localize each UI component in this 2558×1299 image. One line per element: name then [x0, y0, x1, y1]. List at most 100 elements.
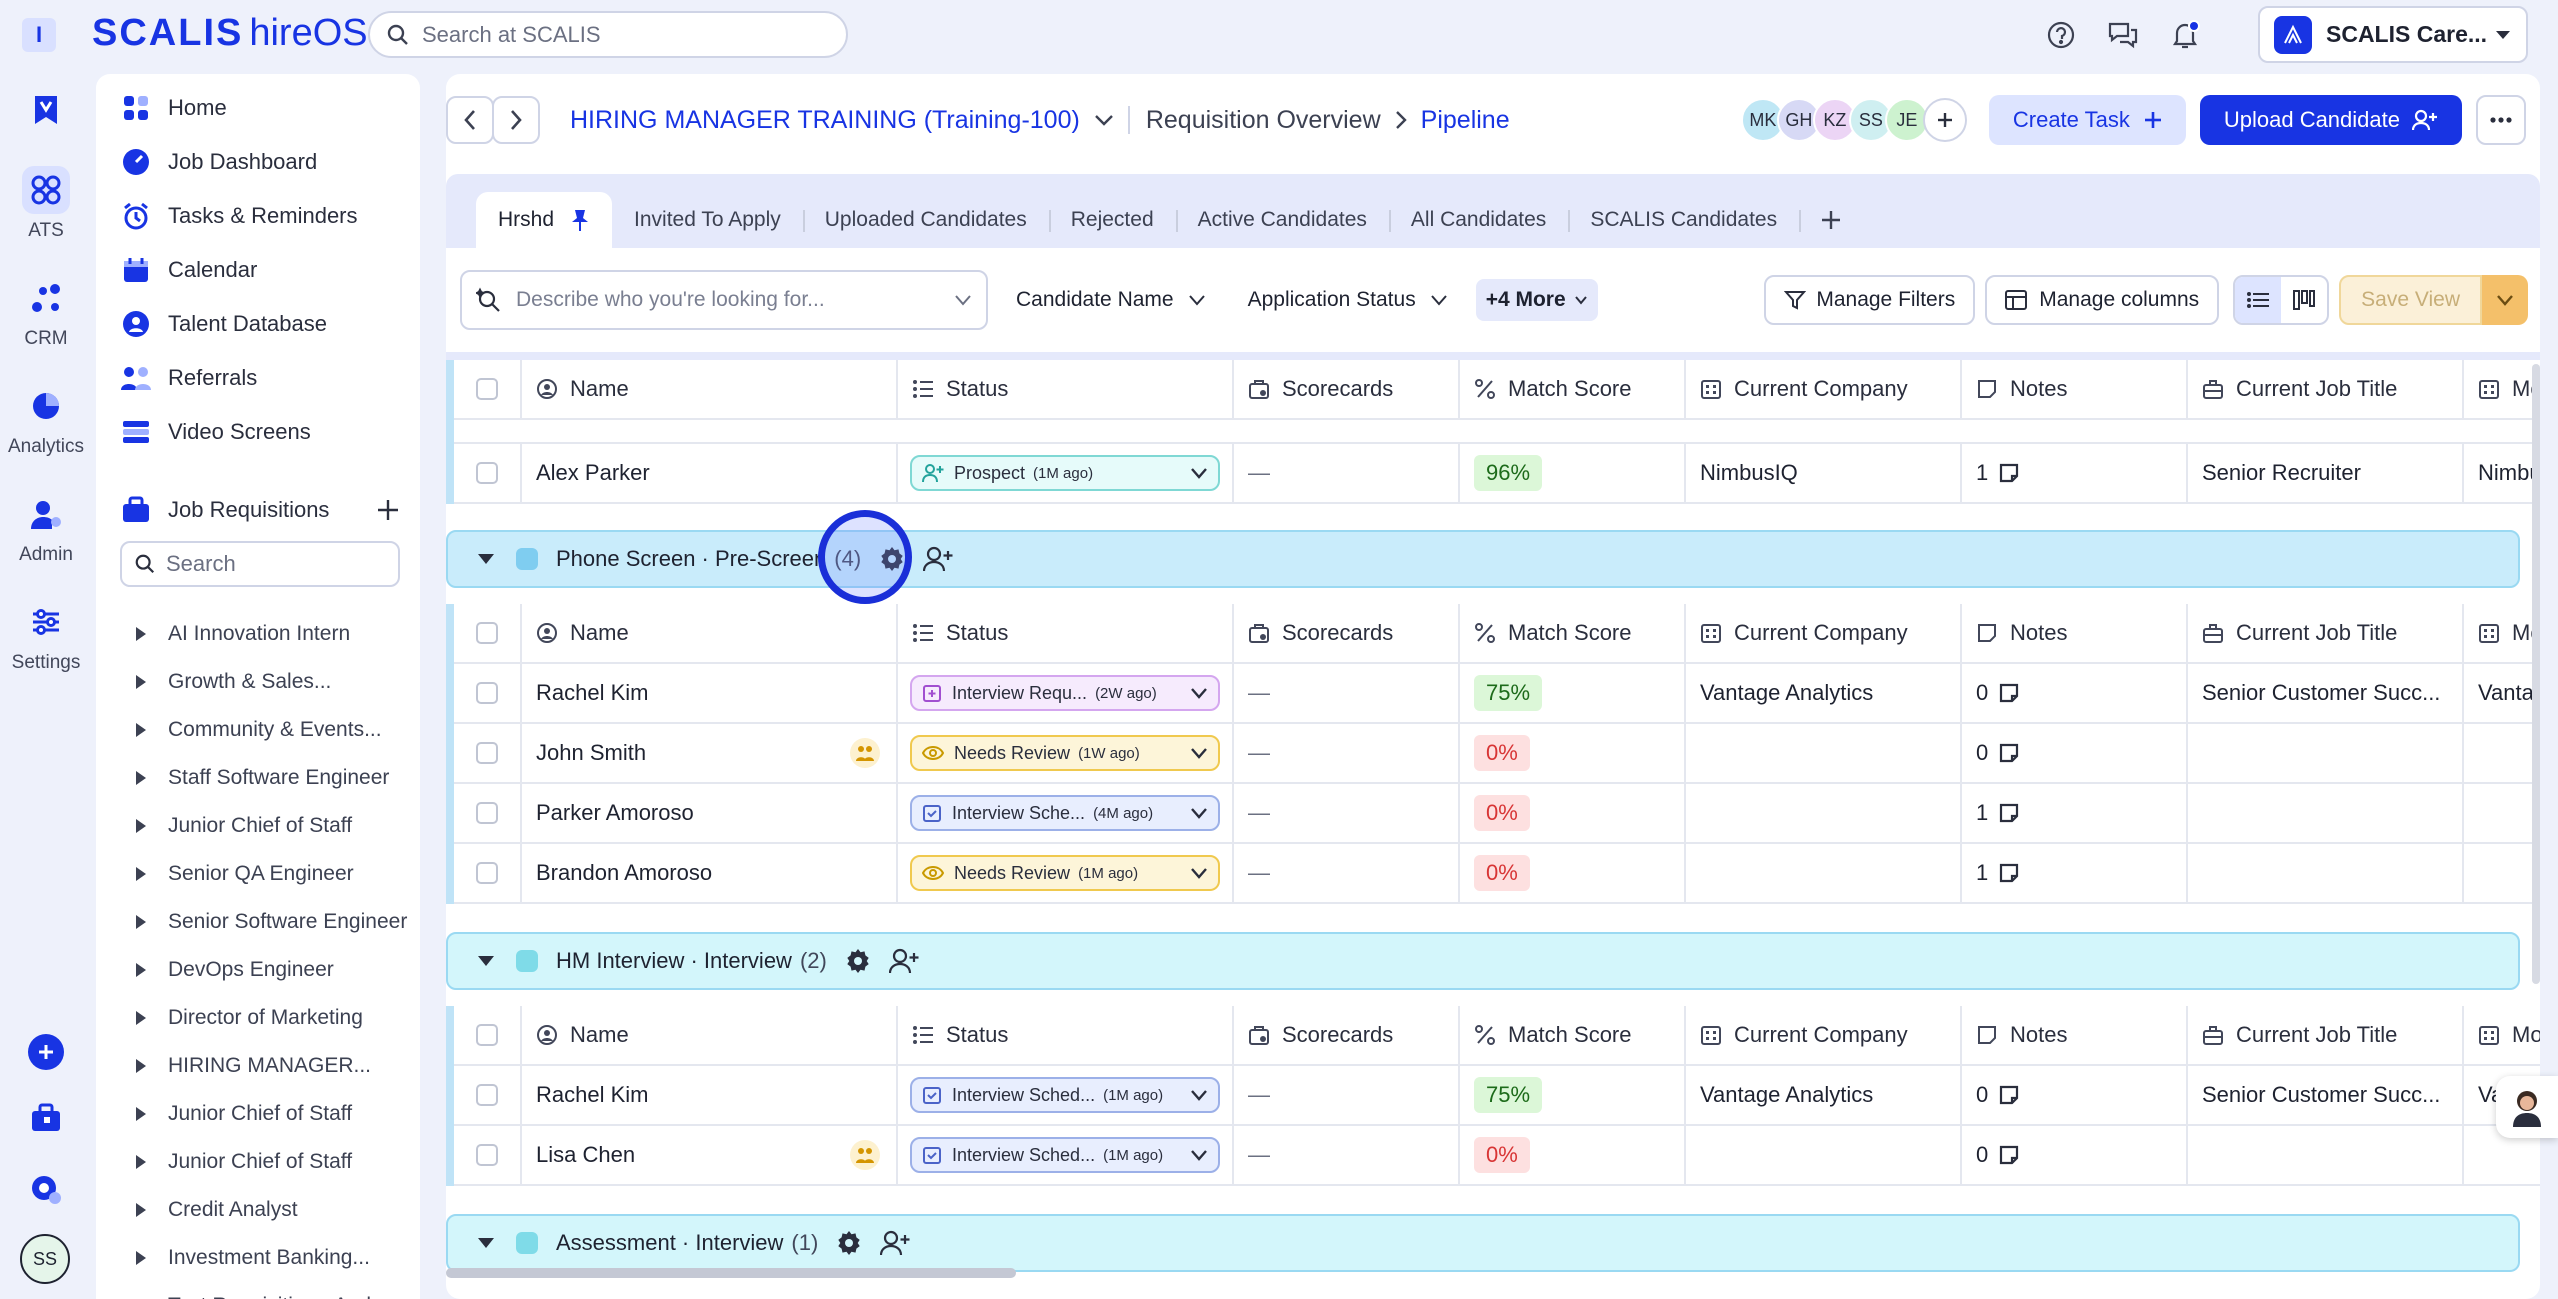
notes-cell[interactable]: 0: [1962, 1126, 2188, 1184]
table-row[interactable]: Parker Amoroso Interview Sche... (4M ago) —…: [454, 784, 2540, 844]
column-header[interactable]: Match Score: [1460, 604, 1686, 662]
notifications-bell-icon[interactable]: [2166, 16, 2204, 54]
rail-home-logo[interactable]: [0, 86, 92, 140]
nav-item-video-screens[interactable]: Video Screens: [120, 412, 311, 452]
assistant-avatar-icon[interactable]: [2496, 1076, 2558, 1138]
note-icon[interactable]: [1998, 802, 2020, 824]
vertical-scrollbar[interactable]: [2532, 364, 2540, 984]
row-checkbox[interactable]: [476, 1084, 498, 1106]
add-requisition-icon[interactable]: [376, 498, 400, 522]
status-dropdown[interactable]: Interview Sched... (1M ago): [910, 1077, 1220, 1113]
create-task-button[interactable]: Create Task: [1988, 95, 2186, 145]
note-icon[interactable]: [1998, 1144, 2020, 1166]
horizontal-scrollbar[interactable]: [446, 1268, 2540, 1282]
nav-item-calendar[interactable]: Calendar: [120, 250, 257, 290]
notes-cell[interactable]: 1: [1962, 784, 2188, 842]
table-row[interactable]: Brandon Amoroso Needs Review (1M ago) — 0% 1: [454, 844, 2540, 904]
notes-cell[interactable]: 0: [1962, 724, 2188, 782]
requisition-item[interactable]: Credit Analyst: [136, 1190, 298, 1230]
manage-filters-button[interactable]: Manage Filters: [1764, 275, 1976, 325]
table-row[interactable]: Rachel Kim Interview Requ... (2W ago) — 75% V…: [454, 664, 2540, 724]
nav-item-talent-database[interactable]: Talent Database: [120, 304, 327, 344]
add-tab-button[interactable]: [1799, 192, 1863, 248]
column-header[interactable]: Current Company: [1686, 360, 1962, 418]
candidate-name[interactable]: Lisa Chen: [536, 1142, 636, 1167]
column-header[interactable]: Status: [898, 1006, 1234, 1064]
column-header[interactable]: Current Company: [1686, 604, 1962, 662]
briefcase-icon[interactable]: [28, 1100, 64, 1136]
notes-cell[interactable]: 0: [1962, 664, 2188, 722]
column-header[interactable]: Notes: [1962, 1006, 2188, 1064]
expand-caret-icon[interactable]: [136, 963, 146, 977]
expand-caret-icon[interactable]: [136, 723, 146, 737]
requisition-item[interactable]: Senior Software Engineer: [136, 902, 407, 942]
column-header[interactable]: Match Score: [1460, 1006, 1686, 1064]
row-checkbox[interactable]: [476, 802, 498, 824]
column-header[interactable]: Notes: [1962, 604, 2188, 662]
requisition-item[interactable]: Director of Marketing: [136, 998, 363, 1038]
chat-icon[interactable]: [2104, 16, 2142, 54]
add-team-member-icon[interactable]: [1922, 98, 1967, 142]
note-icon[interactable]: [1998, 1084, 2020, 1106]
requisition-item[interactable]: Junior Chief of Staff: [136, 1094, 352, 1134]
add-candidate-to-stage-icon[interactable]: [923, 546, 953, 572]
select-all-checkbox[interactable]: [476, 378, 498, 400]
upload-candidate-button[interactable]: Upload Candidate: [2199, 95, 2462, 145]
collapse-caret-icon[interactable]: [478, 956, 494, 966]
collapse-caret-icon[interactable]: [478, 1238, 494, 1248]
collapse-caret-icon[interactable]: [478, 554, 494, 564]
note-icon[interactable]: [1998, 462, 2020, 484]
breadcrumb-requisition-overview[interactable]: Requisition Overview: [1145, 105, 1381, 134]
nav-item-home[interactable]: Home: [120, 88, 227, 128]
status-dropdown[interactable]: Interview Requ... (2W ago): [910, 675, 1220, 711]
scorecards-cell[interactable]: —: [1234, 664, 1460, 722]
column-header[interactable]: Current Job Title: [2188, 604, 2464, 662]
team-avatars[interactable]: MK GH KZ SS JE: [1740, 98, 1929, 142]
candidate-name[interactable]: John Smith: [536, 740, 647, 765]
expand-caret-icon[interactable]: [136, 1203, 146, 1217]
add-candidate-to-stage-icon[interactable]: [880, 1230, 910, 1256]
more-actions-button[interactable]: [2476, 95, 2526, 145]
tab-invited-to-apply[interactable]: Invited To Apply: [634, 208, 781, 231]
column-header[interactable]: Scorecards: [1234, 360, 1460, 418]
brand-logo[interactable]: SCALIS hireOS: [92, 12, 368, 55]
expand-caret-icon[interactable]: [136, 819, 146, 833]
name-cell[interactable]: John Smith: [522, 724, 898, 782]
save-view-button[interactable]: Save View: [2339, 275, 2482, 325]
application-status-filter[interactable]: Application Status: [1248, 288, 1448, 312]
rail-settings[interactable]: Settings: [0, 598, 92, 674]
add-icon[interactable]: [28, 1034, 64, 1070]
requisition-item[interactable]: AI Innovation Intern: [136, 614, 350, 654]
kanban-view-icon[interactable]: [2281, 277, 2327, 323]
scorecards-cell[interactable]: —: [1234, 444, 1460, 502]
expand-caret-icon[interactable]: [136, 915, 146, 929]
more-filters-button[interactable]: +4 More: [1475, 279, 1598, 321]
support-icon[interactable]: [28, 1172, 64, 1208]
ai-candidate-search-input[interactable]: Describe who you're looking for...: [460, 270, 988, 330]
help-icon[interactable]: [2042, 16, 2080, 54]
requisition-item[interactable]: DevOps Engineer: [136, 950, 334, 990]
tab-rejected[interactable]: Rejected: [1048, 192, 1176, 248]
name-cell[interactable]: Alex Parker: [522, 444, 898, 502]
column-header[interactable]: Current Job Title: [2188, 360, 2464, 418]
expand-caret-icon[interactable]: [136, 771, 146, 785]
candidate-name[interactable]: Alex Parker: [536, 460, 650, 485]
stage-settings-gear-icon[interactable]: [845, 948, 871, 974]
expand-caret-icon[interactable]: [136, 1059, 146, 1073]
column-header[interactable]: Status: [898, 360, 1234, 418]
list-view-icon[interactable]: [2235, 277, 2282, 323]
row-checkbox[interactable]: [476, 862, 498, 884]
column-header[interactable]: Current Job Title: [2188, 1006, 2464, 1064]
team-member-avatar[interactable]: JE: [1884, 98, 1929, 142]
tab-hrshd[interactable]: Hrshd: [476, 192, 613, 248]
status-dropdown[interactable]: Prospect (1M ago): [910, 455, 1220, 491]
requisition-search-input[interactable]: Search: [120, 541, 400, 587]
rail-crm[interactable]: CRM: [0, 274, 92, 350]
requisition-item[interactable]: Junior Chief of Staff: [136, 806, 352, 846]
rail-admin[interactable]: Admin: [0, 490, 92, 566]
rail-ats[interactable]: ATS: [0, 166, 92, 242]
brand-menu-icon[interactable]: I: [22, 18, 56, 52]
column-header[interactable]: Match Score: [1460, 360, 1686, 418]
column-header[interactable]: Scorecards: [1234, 1006, 1460, 1064]
row-checkbox[interactable]: [476, 742, 498, 764]
